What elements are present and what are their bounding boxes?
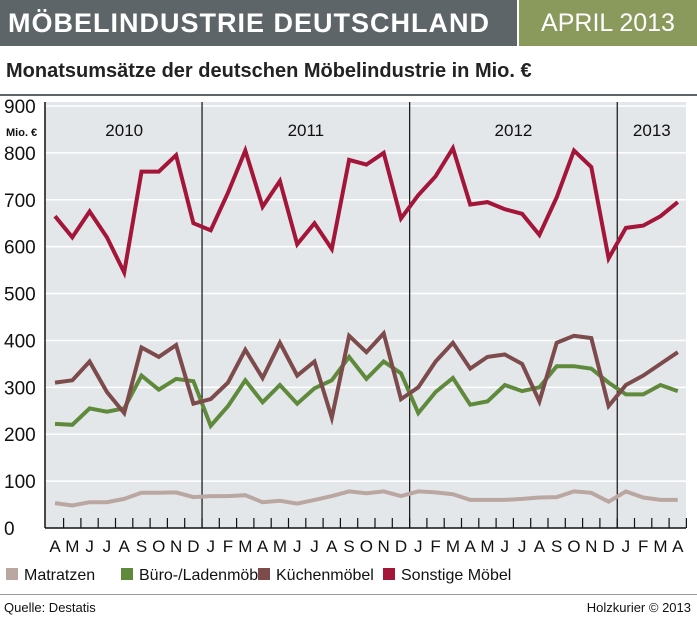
x-tick-label: A — [534, 537, 546, 556]
x-tick-label: M — [273, 537, 287, 556]
x-tick-label: J — [310, 537, 319, 556]
x-tick-label: D — [602, 537, 614, 556]
source-note: Quelle: Destatis — [4, 600, 96, 615]
divider — [0, 594, 697, 595]
y-tick-label: 200 — [4, 425, 36, 446]
x-tick-label: D — [395, 537, 407, 556]
y-tick-label: 700 — [4, 191, 36, 212]
x-tick-label: F — [223, 537, 233, 556]
x-tick-label: A — [465, 537, 477, 556]
y-tick-label: 300 — [4, 378, 36, 399]
legend-swatch — [121, 568, 133, 580]
y-tick-label: 100 — [4, 472, 36, 493]
x-tick-label: S — [136, 537, 147, 556]
x-tick-label: N — [585, 537, 597, 556]
divider — [0, 94, 697, 96]
legend-label: Küchenmöbel — [276, 567, 374, 584]
x-tick-label: M — [65, 537, 79, 556]
x-tick-label: J — [293, 537, 302, 556]
series-line-matratzen — [54, 489, 678, 508]
x-tick-label: D — [187, 537, 199, 556]
header-date: APRIL 2013 — [519, 0, 697, 46]
legend-label: Sonstige Möbel — [401, 567, 511, 584]
x-tick-label: J — [622, 537, 631, 556]
credit-note: Holzkurier © 2013 — [586, 600, 691, 615]
year-label: 2013 — [633, 121, 671, 140]
legend-swatch — [6, 568, 18, 580]
x-tick-label: A — [119, 537, 131, 556]
x-tick-label: F — [638, 537, 648, 556]
legend-label: Büro-/Ladenmöbel — [139, 567, 271, 584]
x-tick-label: A — [257, 537, 269, 556]
x-tick-label: O — [567, 537, 580, 556]
x-tick-label: J — [103, 537, 112, 556]
x-tick-label: N — [378, 537, 390, 556]
header-title: MÖBELINDUSTRIE DEUTSCHLAND — [0, 0, 517, 46]
x-tick-label: J — [414, 537, 423, 556]
legend-label: Matratzen — [24, 567, 95, 584]
x-tick-label: J — [206, 537, 215, 556]
y-axis-unit: Mio. € — [6, 127, 37, 139]
x-tick-label: N — [170, 537, 182, 556]
year-label: 2011 — [288, 121, 325, 140]
series-line-sonstige-möbel — [53, 143, 680, 279]
x-tick-label: A — [326, 537, 338, 556]
y-tick-label: 600 — [4, 238, 36, 259]
legend-swatch — [383, 568, 395, 580]
y-tick-label: 0 — [4, 519, 15, 540]
y-tick-label: 500 — [4, 285, 36, 306]
x-tick-label: J — [501, 537, 510, 556]
y-tick-label: 400 — [4, 331, 36, 352]
x-tick-label: M — [480, 537, 494, 556]
y-tick-label: 800 — [4, 144, 36, 165]
legend-swatch — [258, 568, 270, 580]
x-tick-label: S — [343, 537, 354, 556]
series-line-küchenmöbel — [54, 329, 679, 426]
x-tick-label: F — [430, 537, 440, 556]
x-tick-label: M — [238, 537, 252, 556]
x-tick-label: M — [446, 537, 460, 556]
x-tick-label: O — [152, 537, 165, 556]
x-tick-label: A — [672, 537, 684, 556]
x-tick-label: S — [551, 537, 562, 556]
x-tick-label: O — [360, 537, 373, 556]
year-label: 2012 — [495, 121, 533, 140]
x-tick-label: J — [518, 537, 527, 556]
x-tick-label: A — [49, 537, 61, 556]
chart-subtitle: Monatsumsätze der deutschen Möbelindustr… — [6, 60, 532, 82]
year-label: 2010 — [105, 121, 143, 140]
series-line-büro-ladenmöbel — [54, 353, 679, 430]
x-tick-label: J — [85, 537, 94, 556]
x-tick-label: M — [653, 537, 667, 556]
y-tick-label: 900 — [4, 98, 36, 118]
line-chart: 0 100 200 300 400 500 600 700 800 900 Mio. € 2010 20… — [4, 98, 688, 584]
